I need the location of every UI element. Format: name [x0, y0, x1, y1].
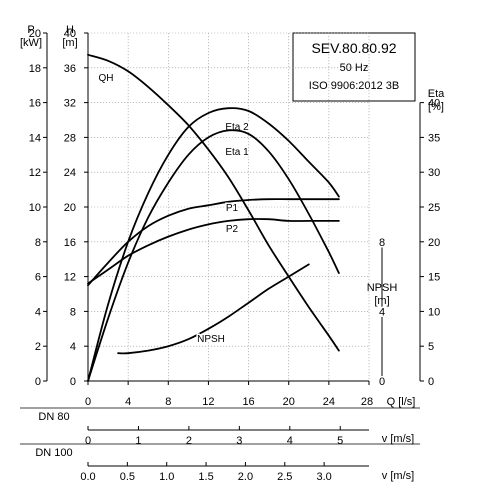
power-tick-label: 18: [29, 63, 41, 75]
head-tick-label: 32: [64, 98, 76, 110]
npsh-tick-label: 4: [379, 306, 385, 318]
x-axis-title: Q [l/s]: [387, 396, 416, 408]
velocity-tick-label: 5: [337, 435, 343, 447]
x-tick-label: 28: [361, 396, 373, 408]
velocity-tick-label: 0.0: [80, 471, 95, 483]
head-tick-label: 40: [64, 28, 76, 40]
curve-qh: [87, 53, 340, 352]
head-tick-label: 24: [64, 167, 76, 179]
info-model: SEV.80.80.92: [311, 40, 396, 56]
dn80-label: DN 80: [38, 411, 69, 423]
head-axis-unit: [m]: [62, 37, 77, 49]
grid: [88, 32, 370, 381]
efficiency-tick-label: 15: [428, 272, 440, 284]
head-tick-label: 0: [70, 376, 76, 388]
axes: 0 4 8 12 16 20 24 28024681012141618200481216202…: [20, 28, 440, 483]
efficiency-tick-label: 0: [428, 376, 434, 388]
head-axis-title: H: [66, 24, 74, 36]
curve-npsh: [117, 263, 310, 355]
curve-label-qh: QH: [99, 73, 114, 84]
power-tick-label: 0: [35, 376, 41, 388]
info-standard: ISO 9906:2012 3B: [309, 80, 400, 92]
velocity-tick-label: 3: [236, 435, 242, 447]
dn100-label: DN 100: [35, 447, 72, 459]
curve-label-npsh: NPSH: [197, 334, 225, 345]
efficiency-tick-label: 10: [428, 306, 440, 318]
npsh-tick-label: 0: [379, 376, 385, 388]
power-axis-title: P: [27, 24, 34, 36]
curve-p1: [87, 198, 340, 287]
power-tick-label: 6: [35, 272, 41, 284]
curve-p2: [87, 218, 340, 285]
curve-label-p2: P2: [226, 224, 239, 235]
npsh-tick-label: 8: [379, 237, 385, 249]
power-tick-label: 12: [29, 167, 41, 179]
efficiency-tick-label: 25: [428, 202, 440, 214]
power-tick-label: 4: [35, 306, 41, 318]
velocity-tick-label: 2.5: [277, 471, 292, 483]
efficiency-axis-title: Eta: [428, 88, 445, 100]
head-tick-label: 12: [64, 272, 76, 284]
power-tick-label: 2: [35, 341, 41, 353]
head-tick-label: 20: [64, 202, 76, 214]
power-axis-unit: [kW]: [20, 37, 42, 49]
info-box: SEV.80.80.92 50 Hz ISO 9906:2012 3B: [292, 32, 416, 102]
x-tick-label: 12: [202, 396, 214, 408]
power-tick-label: 20: [29, 28, 41, 40]
power-tick-label: 14: [29, 132, 41, 144]
efficiency-tick-label: 30: [428, 167, 440, 179]
velocity-tick-label: 2.0: [238, 471, 253, 483]
efficiency-tick-label: 35: [428, 132, 440, 144]
power-tick-label: 10: [29, 202, 41, 214]
velocity-tick-label: 0.5: [120, 471, 135, 483]
x-tick-label: 8: [165, 396, 171, 408]
velocity-tick-label: 0: [85, 435, 91, 447]
efficiency-tick-label: 5: [428, 341, 434, 353]
velocity-tick-label: 1: [135, 435, 141, 447]
x-tick-label: 16: [242, 396, 254, 408]
x-tick-label: 0: [85, 396, 91, 408]
velocity-tick-label: 1.5: [198, 471, 213, 483]
x-tick-label: 24: [323, 396, 335, 408]
head-tick-label: 8: [70, 306, 76, 318]
power-tick-label: 8: [35, 237, 41, 249]
head-tick-label: 4: [70, 341, 76, 353]
efficiency-tick-label: 20: [428, 237, 440, 249]
velocity-tick-label: 1.0: [159, 471, 174, 483]
dn100-unit-label: v [m/s]: [382, 470, 414, 482]
head-tick-label: 28: [64, 132, 76, 144]
info-box-frame: [292, 32, 416, 102]
info-frequency: 50 Hz: [340, 62, 369, 74]
power-tick-label: 16: [29, 98, 41, 110]
velocity-tick-label: 4: [287, 435, 293, 447]
head-tick-label: 16: [64, 237, 76, 249]
curve-label-p1: P1: [226, 203, 239, 214]
x-tick-label: 20: [283, 396, 295, 408]
velocity-tick-label: 2: [186, 435, 192, 447]
dn80-unit-label: v [m/s]: [382, 433, 414, 445]
efficiency-axis-unit: [%]: [428, 101, 444, 113]
velocity-tick-label: 3.0: [316, 471, 331, 483]
head-tick-label: 36: [64, 63, 76, 75]
curve-label-eta-1: Eta 1: [225, 147, 249, 158]
efficiency-tick-label: 40: [428, 98, 440, 110]
x-tick-label: 4: [125, 396, 131, 408]
curve-eta-1: [87, 129, 340, 382]
